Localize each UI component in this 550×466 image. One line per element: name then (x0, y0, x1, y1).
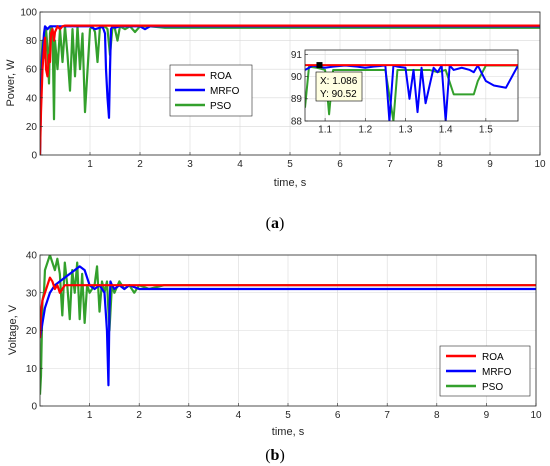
y-tick-label: 30 (26, 288, 38, 299)
y-tick-label: 80 (26, 36, 38, 47)
x-tick-label: 1.3 (399, 125, 413, 136)
x-tick-label: 8 (434, 410, 440, 421)
x-tick-label: 1 (87, 159, 93, 170)
x-tick-label: 7 (387, 159, 393, 170)
y-tick-label: 60 (26, 65, 38, 76)
y-tick-label: 20 (26, 326, 38, 337)
voltage-xlabel: time, s (272, 426, 305, 438)
y-tick-label: 89 (291, 94, 303, 105)
x-tick-label: 7 (384, 410, 390, 421)
x-tick-label: 1.1 (318, 125, 332, 136)
y-tick-label: 0 (31, 402, 37, 413)
x-tick-label: 5 (287, 159, 293, 170)
x-tick-label: 10 (534, 159, 546, 170)
voltage-series (40, 255, 536, 395)
datatip: X: 1.086 Y: 90.52 (315, 62, 363, 102)
y-tick-label: 40 (26, 93, 38, 104)
datatip-box (315, 71, 363, 102)
caption-b: (b) (265, 447, 285, 464)
voltage-ticks: 1 2 3 4 5 6 7 8 9 10 0 10 20 30 40 (26, 251, 542, 422)
inset-ticks: 1.1 1.2 1.3 1.4 1.5 88 89 90 91 (291, 50, 493, 136)
y-tick-label: 100 (20, 8, 37, 19)
y-tick-label: 91 (291, 50, 303, 61)
x-tick-label: 1.4 (439, 125, 453, 136)
x-tick-label: 9 (484, 410, 490, 421)
legend-label-mrfo: MRFO (210, 86, 240, 97)
zoom-inset: 1.1 1.2 1.3 1.4 1.5 88 89 90 91 X: 1.086 Y: 90.5… (291, 49, 519, 136)
power-ylabel: Power, W (5, 59, 17, 107)
y-tick-label: 90 (291, 72, 303, 83)
x-tick-label: 3 (186, 410, 192, 421)
legend-label-roa: ROA (210, 71, 232, 82)
caption-a: (a) (266, 215, 285, 232)
datatip-x: X: 1.086 (320, 76, 358, 87)
y-tick-label: 10 (26, 364, 38, 375)
x-tick-label: 4 (237, 159, 243, 170)
x-tick-label: 1 (87, 410, 93, 421)
datatip-marker (316, 62, 323, 69)
x-tick-label: 6 (335, 410, 341, 421)
x-tick-label: 8 (437, 159, 443, 170)
power-legend: ROA MRFO PSO (169, 64, 253, 117)
x-tick-label: 9 (487, 159, 493, 170)
x-tick-label: 2 (137, 159, 143, 170)
datatip-y: Y: 90.52 (320, 89, 357, 100)
series-line-roa (40, 276, 536, 339)
power-xlabel: time, s (274, 177, 307, 189)
x-tick-label: 10 (530, 410, 542, 421)
legend-label-pso: PSO (210, 101, 231, 112)
legend-label-mrfo: MRFO (482, 367, 512, 378)
x-tick-label: 4 (236, 410, 242, 421)
x-tick-label: 5 (285, 410, 291, 421)
x-tick-label: 2 (136, 410, 142, 421)
legend-label-pso: PSO (482, 382, 503, 393)
y-tick-label: 20 (26, 122, 38, 133)
voltage-legend: ROA MRFO PSO (439, 345, 531, 397)
x-tick-label: 1.5 (479, 125, 493, 136)
y-tick-label: 40 (26, 251, 38, 262)
legend-label-roa: ROA (482, 352, 504, 363)
y-tick-label: 0 (31, 151, 37, 162)
x-tick-label: 1.2 (358, 125, 372, 136)
series-line-roa (40, 24, 540, 155)
y-tick-label: 88 (291, 116, 303, 127)
x-tick-label: 6 (337, 159, 343, 170)
voltage-ylabel: Voltage, V (7, 304, 19, 355)
series-line-mrfo (40, 265, 536, 387)
x-tick-label: 3 (187, 159, 193, 170)
power-series (40, 24, 540, 155)
